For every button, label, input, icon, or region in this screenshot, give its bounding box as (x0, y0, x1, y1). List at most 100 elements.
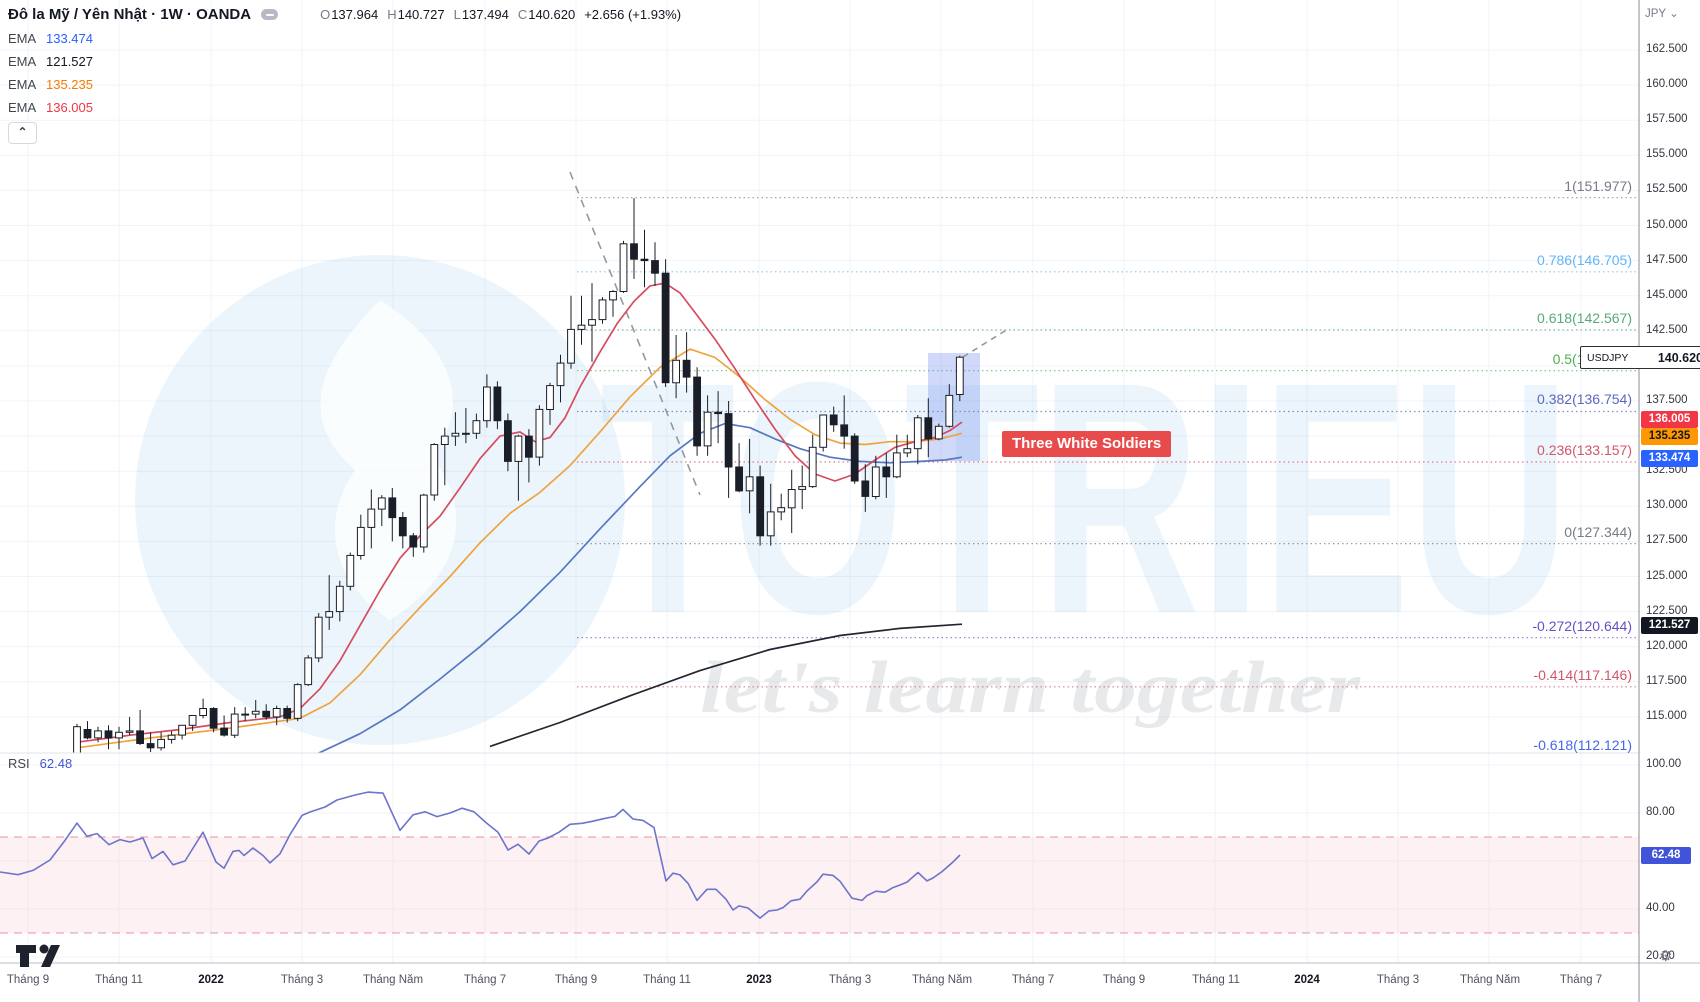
currency-selector[interactable]: JPY ⌄ (1645, 6, 1679, 20)
svg-text:TOTRIEU: TOTRIEU (600, 313, 1570, 682)
candle-up (199, 708, 207, 716)
ema-legend-row[interactable]: EMA 135.235 (8, 75, 93, 93)
candle-up (871, 466, 880, 497)
hide-indicator-icon[interactable] (261, 9, 279, 20)
time-axis-label: Tháng 3 (1376, 974, 1420, 986)
time-axis-label: Tháng Năm (1459, 974, 1521, 986)
fib-level-label: -0.272(120.644) (1532, 618, 1632, 634)
rsi-legend[interactable]: RSI 62.48 (8, 756, 72, 771)
price-tick-label: 160.000 (1646, 78, 1688, 90)
price-tick-label: 127.500 (1646, 534, 1688, 546)
candle-up (903, 448, 912, 454)
candle-down (630, 243, 638, 260)
breakout-arrow-dashed[interactable] (962, 328, 1009, 358)
high-value: 140.727 (397, 7, 445, 22)
candle-up (808, 446, 817, 488)
candle-up (934, 425, 943, 440)
rsi-label: RSI (8, 756, 30, 771)
last-price-badge: USDJPY 140.620 (1580, 346, 1700, 369)
candle-down (861, 480, 870, 497)
candle-up (777, 507, 786, 513)
collapse-legend-button[interactable]: ⌃ (8, 122, 37, 144)
candle-up (913, 417, 922, 450)
candle-up (945, 394, 954, 427)
candle-up (955, 356, 964, 396)
candle-down (83, 729, 92, 739)
candle-down (693, 376, 702, 447)
price-tick-label: 147.500 (1646, 254, 1688, 266)
fib-level-label: -0.414(117.146) (1533, 667, 1632, 683)
gear-icon[interactable]: ⚙ (1659, 948, 1673, 965)
candle-up (314, 616, 323, 659)
candle-down (409, 535, 418, 548)
price-tick-label: 117.500 (1646, 675, 1687, 687)
time-axis-label: Tháng 11 (643, 974, 691, 986)
candle-up (356, 526, 365, 557)
candle-up (94, 730, 102, 739)
candle-down (840, 424, 849, 437)
trendline-dashed[interactable] (569, 171, 701, 496)
fib-level-label: 0(127.344) (1564, 524, 1632, 540)
ema-legend-label: EMA (8, 76, 37, 92)
candle-down (388, 497, 397, 519)
price-tick-label: 120.000 (1646, 640, 1688, 652)
ema-legend-row[interactable]: EMA 133.474 (8, 29, 93, 47)
candle-up (609, 291, 617, 301)
candle-up (251, 710, 260, 715)
rsi-tick-label: 40.00 (1646, 902, 1675, 914)
candle-up (535, 408, 544, 458)
candle-up (745, 476, 754, 492)
tradingview-logo[interactable] (14, 941, 62, 971)
candle-up (325, 611, 334, 618)
pattern-highlight-box[interactable] (928, 353, 980, 461)
ema-legend-label: EMA (8, 99, 37, 115)
candle-down (640, 258, 649, 262)
candle-up (73, 726, 81, 753)
price-tick-label: 152.500 (1646, 183, 1688, 195)
candle-down (924, 417, 933, 440)
candle-up (546, 385, 554, 411)
pattern-annotation-label[interactable]: Three White Soldiers (1002, 431, 1172, 457)
svg-text:let's learn together: let's learn together (700, 647, 1361, 729)
rsi-tick-label: 100.00 (1646, 758, 1682, 770)
ema-legend-row[interactable]: EMA 136.005 (8, 98, 93, 116)
ema-legend-row[interactable]: EMA 121.527 (8, 52, 93, 70)
candle-up (377, 497, 386, 510)
ema-legend-value: 133.474 (46, 30, 93, 46)
fib-level-label: 1(151.977) (1564, 178, 1632, 194)
time-axis-label: 2022 (198, 974, 224, 986)
time-axis-label: Tháng 7 (1559, 974, 1603, 986)
candle-down (220, 727, 228, 736)
candle-up (451, 432, 460, 437)
ema-legend-value: 121.527 (46, 53, 93, 69)
candle-down (104, 730, 113, 739)
candle-up (440, 435, 449, 446)
price-tick-label: 130.000 (1646, 499, 1688, 511)
candle-down (283, 708, 292, 719)
candle-down (136, 730, 144, 745)
ema-price-badge: 135.235 (1641, 428, 1698, 445)
price-tick-label: 145.000 (1646, 289, 1688, 301)
candle-down (882, 466, 891, 478)
chevron-down-icon: ⌄ (1669, 8, 1679, 20)
candle-up (577, 324, 586, 330)
candle-up (293, 684, 302, 719)
candle-up (335, 585, 344, 613)
candle-down (756, 476, 765, 537)
candle-up (188, 715, 197, 726)
symbol-title[interactable]: Đô la Mỹ / Yên Nhật · 1W · OANDA (8, 6, 252, 23)
candle-up (672, 359, 681, 384)
candle-up (272, 708, 281, 718)
candle-up (346, 554, 355, 587)
candle-down (209, 708, 218, 729)
candle-up (703, 411, 712, 447)
ema-price-badge: 136.005 (1641, 411, 1698, 428)
ema-legend-value: 136.005 (46, 99, 93, 115)
rsi-tick-label: 80.00 (1646, 806, 1675, 818)
rsi-pane (0, 791, 961, 919)
time-axis-label: Tháng 9 (1102, 974, 1146, 986)
ema-legend: EMA 133.474 EMA 121.527 EMA 135.235 EMA 136.005 (8, 29, 93, 121)
time-axis-label: Tháng Năm (362, 974, 424, 986)
